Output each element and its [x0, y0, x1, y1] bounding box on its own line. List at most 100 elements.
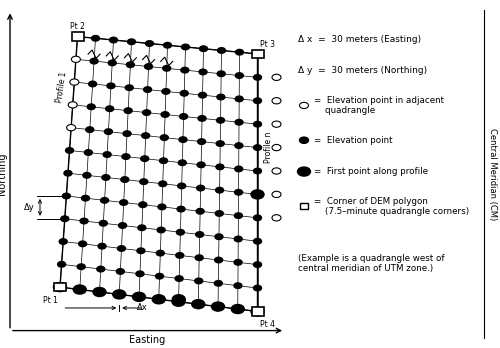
Circle shape: [82, 195, 90, 201]
Circle shape: [300, 137, 308, 143]
Text: Δy: Δy: [24, 203, 35, 212]
Circle shape: [93, 287, 106, 296]
Circle shape: [196, 185, 204, 191]
Text: =  Elevation point: = Elevation point: [314, 136, 392, 145]
Circle shape: [177, 206, 185, 212]
Circle shape: [172, 297, 185, 306]
Text: (Example is a quadrangle west of
central meridian of UTM zone.): (Example is a quadrangle west of central…: [298, 254, 444, 274]
Circle shape: [254, 121, 262, 127]
Circle shape: [217, 71, 225, 77]
Circle shape: [176, 253, 184, 258]
Circle shape: [218, 48, 226, 53]
Circle shape: [234, 283, 242, 288]
Text: =  Elevation point in adjacent
    quadrangle: = Elevation point in adjacent quadrangle: [314, 96, 444, 115]
Circle shape: [108, 60, 116, 66]
Circle shape: [88, 81, 96, 87]
Circle shape: [122, 154, 130, 159]
Circle shape: [77, 264, 85, 269]
Circle shape: [198, 116, 206, 121]
Circle shape: [300, 102, 308, 109]
Circle shape: [234, 166, 242, 172]
Circle shape: [156, 250, 164, 256]
Circle shape: [98, 243, 106, 249]
Circle shape: [217, 94, 225, 100]
Circle shape: [181, 68, 189, 73]
Circle shape: [254, 215, 262, 221]
Text: Central Meridian (CM): Central Meridian (CM): [488, 128, 497, 220]
Circle shape: [272, 121, 281, 127]
Text: Δ x  =  30 meters (Easting): Δ x = 30 meters (Easting): [298, 35, 420, 44]
Circle shape: [142, 110, 150, 116]
Circle shape: [146, 41, 154, 46]
Circle shape: [100, 221, 108, 226]
Circle shape: [254, 192, 262, 197]
Circle shape: [215, 234, 223, 239]
Circle shape: [78, 241, 86, 247]
Circle shape: [195, 255, 203, 261]
Bar: [252, 50, 264, 58]
Circle shape: [251, 190, 264, 199]
Circle shape: [160, 135, 168, 140]
Circle shape: [254, 238, 262, 244]
Circle shape: [97, 266, 105, 272]
Circle shape: [182, 44, 190, 50]
Circle shape: [164, 42, 172, 48]
Circle shape: [120, 200, 128, 205]
Circle shape: [152, 295, 165, 304]
Circle shape: [87, 104, 95, 110]
Circle shape: [121, 177, 129, 182]
Bar: [252, 307, 264, 316]
Circle shape: [194, 278, 202, 284]
Bar: [72, 32, 84, 41]
Circle shape: [192, 300, 205, 309]
Circle shape: [104, 129, 112, 134]
Circle shape: [172, 295, 185, 304]
Bar: [54, 283, 66, 291]
Circle shape: [106, 106, 114, 111]
Circle shape: [254, 74, 262, 80]
Circle shape: [70, 79, 79, 85]
Circle shape: [180, 114, 188, 119]
Circle shape: [216, 118, 224, 123]
Circle shape: [86, 127, 94, 133]
Circle shape: [80, 218, 88, 224]
Text: Profile n: Profile n: [264, 132, 273, 163]
Circle shape: [272, 144, 281, 151]
Circle shape: [235, 143, 243, 148]
Circle shape: [62, 193, 70, 199]
Circle shape: [196, 208, 204, 214]
Circle shape: [136, 271, 144, 277]
Circle shape: [198, 92, 206, 98]
Text: Pt 2: Pt 2: [70, 22, 85, 31]
Circle shape: [66, 125, 76, 131]
Circle shape: [137, 248, 145, 254]
Circle shape: [216, 211, 224, 216]
Text: Pt 4: Pt 4: [260, 320, 275, 329]
Circle shape: [59, 239, 67, 244]
Circle shape: [84, 150, 92, 155]
Circle shape: [102, 175, 110, 180]
Circle shape: [196, 232, 203, 237]
Circle shape: [272, 74, 281, 80]
Circle shape: [58, 262, 66, 267]
Circle shape: [180, 90, 188, 96]
Bar: [300, 203, 308, 209]
Circle shape: [107, 83, 115, 89]
Circle shape: [254, 51, 262, 57]
Circle shape: [254, 285, 262, 291]
Circle shape: [161, 112, 169, 117]
Text: =  First point along profile: = First point along profile: [314, 167, 428, 176]
Text: Easting: Easting: [130, 334, 166, 345]
Circle shape: [66, 148, 74, 153]
Text: Δx: Δx: [136, 303, 147, 313]
Circle shape: [156, 274, 164, 279]
Circle shape: [92, 35, 100, 41]
Circle shape: [298, 167, 310, 176]
Circle shape: [142, 133, 150, 139]
Circle shape: [72, 56, 80, 62]
Circle shape: [144, 87, 152, 92]
Circle shape: [126, 62, 134, 68]
Circle shape: [64, 171, 72, 176]
Circle shape: [197, 162, 205, 168]
Circle shape: [198, 139, 205, 144]
